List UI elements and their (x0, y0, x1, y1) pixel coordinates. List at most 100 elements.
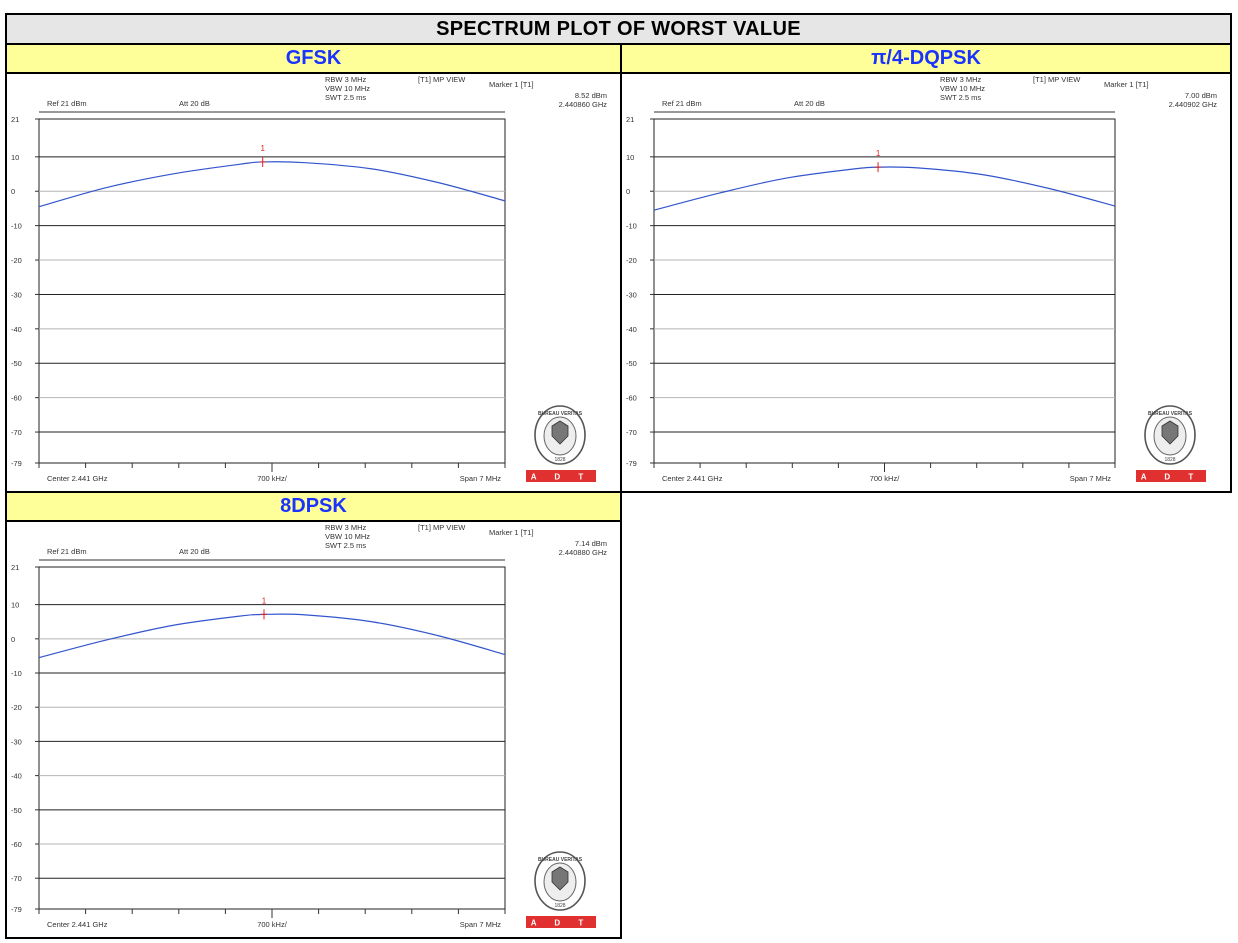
spectrum-plot-gfsk: RBW 3 MHz VBW 10 MHz SWT 2.5 ms [T1] MP VIE… (7, 72, 620, 491)
seal-shield-icon (551, 866, 569, 891)
adt-badge (1136, 470, 1206, 482)
y-tick-label: -10 (11, 222, 22, 231)
marker-freq: 2.440860 GHz (559, 100, 608, 109)
marker-freq: 2.440880 GHz (559, 548, 608, 557)
trace-label: [T1] MP VIEW (418, 75, 466, 84)
span-label: Span 7 MHz (460, 474, 502, 483)
ref-label: Ref 21 dBm (47, 547, 87, 556)
adt-badge-text: A D T (1141, 473, 1202, 482)
panel-label: π/4-DQPSK (622, 45, 1230, 74)
y-tick-label: -20 (626, 256, 637, 265)
swt-label: SWT 2.5 ms (940, 93, 981, 102)
y-tick-label: 0 (626, 187, 630, 196)
plot-frame (653, 118, 1116, 464)
y-tick-label: -10 (626, 222, 637, 231)
y-tick-label: -50 (11, 806, 22, 815)
y-tick-label: -30 (11, 737, 22, 746)
adt-badge (526, 470, 596, 482)
rbw-label: RBW 3 MHz (325, 523, 367, 532)
ref-label: Ref 21 dBm (662, 99, 702, 108)
swt-label: SWT 2.5 ms (325, 541, 366, 550)
panel-label: GFSK (7, 45, 620, 74)
div-label: 700 kHz/ (870, 474, 901, 483)
seal-year: 1828 (554, 903, 565, 909)
y-tick-label: -70 (626, 428, 637, 437)
marker-number: 1 (876, 149, 881, 158)
marker-freq: 2.440902 GHz (1169, 100, 1218, 109)
trace-label: [T1] MP VIEW (1033, 75, 1081, 84)
y-tick-label: -40 (626, 325, 637, 334)
center-label: Center 2.441 GHz (662, 474, 723, 483)
rbw-label: RBW 3 MHz (940, 75, 982, 84)
y-tick-label: -40 (11, 325, 22, 334)
center-label: Center 2.441 GHz (47, 474, 108, 483)
y-tick-label: -20 (11, 256, 22, 265)
y-tick-label: 21 (626, 115, 634, 124)
y-tick-label: -79 (11, 905, 22, 914)
plot-frame (38, 118, 506, 464)
report-page: SPECTRUM PLOT OF WORST VALUE GFSK RBW 3 … (5, 13, 1232, 939)
y-tick-label: -30 (626, 290, 637, 299)
adt-badge-text: A D T (531, 919, 592, 928)
y-tick-label: -60 (626, 394, 637, 403)
vbw-label: VBW 10 MHz (325, 532, 370, 541)
marker-number: 1 (260, 144, 265, 153)
y-tick-label: -50 (626, 359, 637, 368)
ref-label: Ref 21 dBm (47, 99, 87, 108)
y-tick-label: -30 (11, 290, 22, 299)
panel-dqpsk: π/4-DQPSK RBW 3 MHz VBW 10 MHz SWT 2.5 ms [… (620, 43, 1232, 493)
vbw-label: VBW 10 MHz (940, 84, 985, 93)
y-tick-label: -70 (11, 428, 22, 437)
seal-text: BUREAU VERITAS (538, 411, 583, 417)
marker-title: Marker 1 [T1] (1104, 80, 1149, 89)
vbw-label: VBW 10 MHz (325, 84, 370, 93)
seal-year: 1828 (1164, 457, 1175, 463)
marker-number: 1 (262, 596, 267, 605)
y-tick-label: -50 (11, 359, 22, 368)
y-tick-label: -20 (11, 703, 22, 712)
y-tick-label: -60 (11, 394, 22, 403)
panel-label: 8DPSK (7, 493, 620, 522)
y-tick-label: 10 (11, 601, 19, 610)
marker-level: 8.52 dBm (575, 91, 607, 100)
center-label: Center 2.441 GHz (47, 920, 108, 929)
y-tick-label: 10 (11, 153, 19, 162)
y-tick-label: 21 (11, 115, 19, 124)
att-label: Att 20 dB (794, 99, 825, 108)
page-title: SPECTRUM PLOT OF WORST VALUE (5, 13, 1232, 45)
div-label: 700 kHz/ (257, 474, 288, 483)
seal-text: BUREAU VERITAS (538, 857, 583, 863)
y-tick-label: -40 (11, 772, 22, 781)
att-label: Att 20 dB (179, 99, 210, 108)
adt-badge (526, 916, 596, 928)
y-tick-label: 21 (11, 563, 19, 572)
spectrum-plot-dqpsk: RBW 3 MHz VBW 10 MHz SWT 2.5 ms [T1] MP VIE… (622, 72, 1230, 491)
rbw-label: RBW 3 MHz (325, 75, 367, 84)
y-tick-label: 0 (11, 187, 15, 196)
y-tick-label: -60 (11, 840, 22, 849)
marker-level: 7.00 dBm (1185, 91, 1217, 100)
div-label: 700 kHz/ (257, 920, 288, 929)
y-tick-label: -70 (11, 874, 22, 883)
seal-year: 1828 (554, 457, 565, 463)
panel-gfsk: GFSK RBW 3 MHz VBW 10 MHz SWT 2.5 ms [T1] M… (5, 43, 622, 493)
marker-level: 7.14 dBm (575, 539, 607, 548)
seal-text: BUREAU VERITAS (1148, 411, 1193, 417)
y-tick-label: -79 (626, 459, 637, 468)
spectrum-plot-8dpsk: RBW 3 MHz VBW 10 MHz SWT 2.5 ms [T1] MP VIE… (7, 520, 620, 937)
adt-badge-text: A D T (531, 473, 592, 482)
y-tick-label: 10 (626, 153, 634, 162)
marker-title: Marker 1 [T1] (489, 80, 534, 89)
y-tick-label: 0 (11, 635, 15, 644)
trace-label: [T1] MP VIEW (418, 523, 466, 532)
att-label: Att 20 dB (179, 547, 210, 556)
y-tick-label: -10 (11, 669, 22, 678)
span-label: Span 7 MHz (1070, 474, 1112, 483)
y-tick-label: -79 (11, 459, 22, 468)
swt-label: SWT 2.5 ms (325, 93, 366, 102)
panel-8dpsk: 8DPSK RBW 3 MHz VBW 10 MHz SWT 2.5 ms [T1] … (5, 491, 622, 939)
plot-frame (38, 566, 506, 910)
